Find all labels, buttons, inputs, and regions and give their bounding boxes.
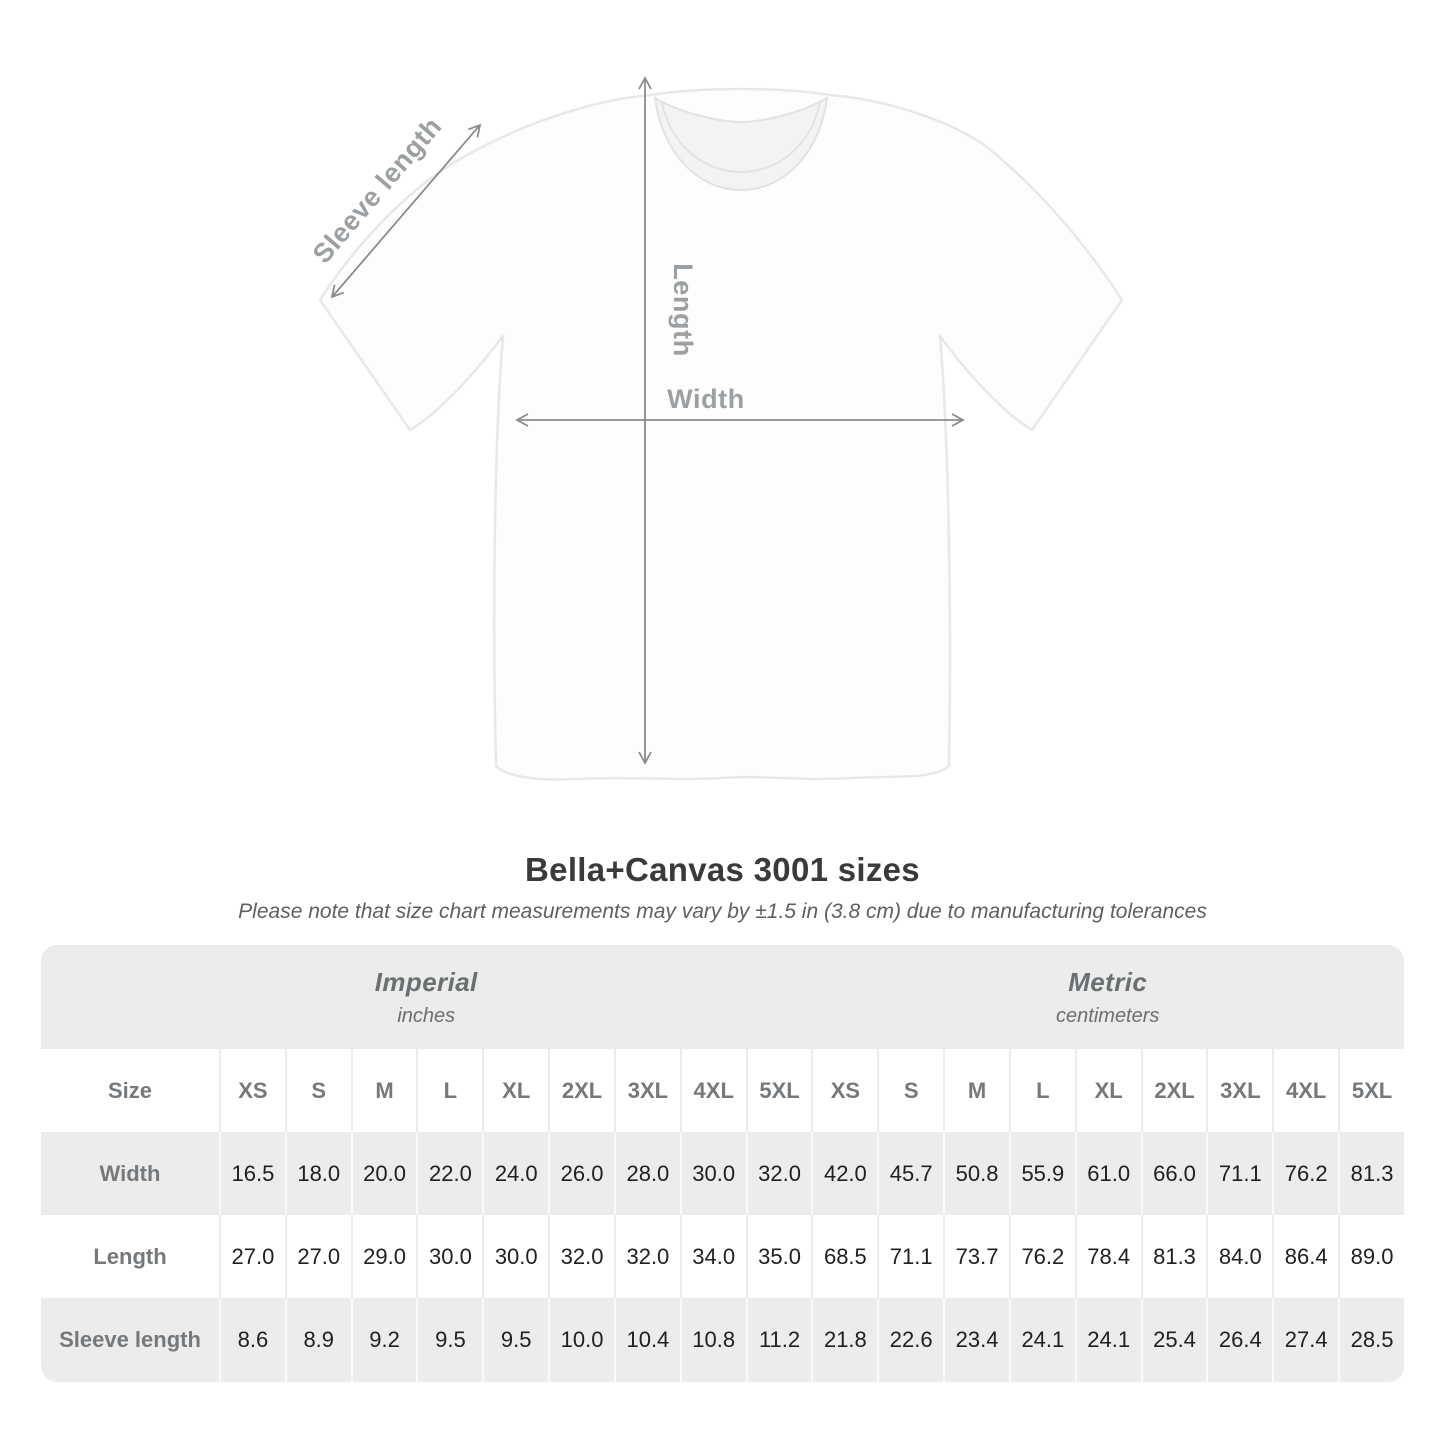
sleeve-length-imperial-m: 9.2 (350, 1298, 417, 1382)
length-metric-5xl: 89.0 (1338, 1215, 1404, 1298)
length-imperial-l: 30.0 (416, 1215, 482, 1298)
size-header-imperial-m: M (350, 1049, 417, 1132)
width-metric-3xl: 71.1 (1206, 1132, 1273, 1215)
sleeve-length-imperial-l: 9.5 (416, 1298, 483, 1382)
size-chart-table: Imperial inches Metric centimeters Size … (41, 945, 1404, 1382)
sleeve-length-imperial-xl: 9.5 (482, 1298, 549, 1382)
size-header-metric-2xl: 2XL (1140, 1049, 1207, 1132)
width-metric-m: 50.8 (943, 1132, 1009, 1215)
width-imperial-4xl: 30.0 (679, 1132, 746, 1215)
length-imperial-3xl: 32.0 (613, 1215, 680, 1298)
sleeve-length-metric-xl: 24.1 (1074, 1298, 1141, 1382)
imperial-group-label: Imperial (374, 966, 478, 997)
width-metric-xs: 42.0 (811, 1132, 878, 1215)
size-row-label: Size (41, 1049, 219, 1132)
tolerance-note: Please note that size chart measurements… (238, 900, 1207, 923)
size-header-metric-l: L (1008, 1049, 1075, 1132)
metric-group-label: Metric (1068, 966, 1148, 997)
size-header-imperial-l: L (416, 1049, 483, 1132)
sleeve-length-metric-5xl: 28.5 (1338, 1298, 1404, 1382)
size-header-imperial-3xl: 3XL (613, 1049, 680, 1132)
sleeve-length-imperial-s: 8.9 (284, 1298, 351, 1382)
page-title: Bella+Canvas 3001 sizes (525, 851, 920, 888)
imperial-group-unit: inches (397, 1004, 456, 1027)
width-label: Width (667, 384, 745, 414)
width-imperial-s: 18.0 (284, 1132, 351, 1215)
tshirt-collar (653, 96, 829, 192)
width-imperial-xl: 24.0 (482, 1132, 549, 1215)
size-header-imperial-xl: XL (482, 1049, 549, 1132)
table-row-sleeve-length: Sleeve length 8.6 8.9 9.2 9.5 9.5 10.0 10.4 10.8… (41, 1298, 1404, 1382)
tshirt-graphic (318, 87, 1124, 781)
table-row-width: Width 16.5 18.0 20.0 22.0 24.0 26.0 28.0 30.0 32.… (41, 1132, 1404, 1215)
width-metric-2xl: 66.0 (1140, 1132, 1207, 1215)
length-imperial-xl: 30.0 (482, 1215, 548, 1298)
sleeve-length-imperial-3xl: 10.4 (613, 1298, 680, 1382)
row-label-length: Length (93, 1243, 167, 1269)
size-header-imperial-4xl: 4XL (679, 1049, 746, 1132)
sleeve-length-metric-3xl: 26.4 (1206, 1298, 1273, 1382)
sleeve-length-imperial-xs: 8.6 (219, 1298, 285, 1382)
size-header-metric-4xl: 4XL (1272, 1049, 1339, 1132)
width-metric-xl: 61.0 (1074, 1132, 1141, 1215)
row-label-width: Width (41, 1132, 219, 1215)
length-label: Length (668, 263, 698, 357)
table-row-length: Length 27.0 27.0 29.0 30.0 30.0 32.0 32.0 34.0 35… (41, 1215, 1404, 1298)
sleeve-length-metric-s: 22.6 (877, 1298, 944, 1382)
size-header-metric-xs: XS (811, 1049, 878, 1132)
width-imperial-5xl: 32.0 (745, 1132, 812, 1215)
length-imperial-m: 29.0 (350, 1215, 417, 1298)
width-imperial-xs: 16.5 (219, 1132, 285, 1215)
sleeve-length-metric-xs: 21.8 (811, 1298, 878, 1382)
length-metric-m: 73.7 (943, 1215, 1009, 1298)
length-imperial-s: 27.0 (284, 1215, 351, 1298)
width-metric-5xl: 81.3 (1338, 1132, 1404, 1215)
length-metric-xs: 68.5 (811, 1215, 877, 1298)
row-label-sleeve-length: Sleeve length (41, 1298, 219, 1382)
imperial-group-header: Imperial inches (41, 945, 812, 1049)
sleeve-length-imperial-2xl: 10.0 (548, 1298, 614, 1382)
length-imperial-5xl: 35.0 (745, 1215, 812, 1298)
tshirt-measurement-diagram: Sleeve length Length Width (307, 76, 1124, 781)
size-header-imperial-5xl: 5XL (745, 1049, 812, 1132)
sleeve-length-imperial-4xl: 10.8 (679, 1298, 746, 1382)
length-metric-4xl: 86.4 (1272, 1215, 1338, 1298)
width-metric-l: 55.9 (1008, 1132, 1075, 1215)
tshirt-collar-band (661, 101, 821, 174)
length-imperial-4xl: 34.0 (679, 1215, 746, 1298)
sleeve-length-metric-2xl: 25.4 (1140, 1298, 1207, 1382)
sleeve-length-metric-l: 24.1 (1008, 1298, 1075, 1382)
measurement-arrows (330, 76, 965, 765)
size-header-imperial-2xl: 2XL (548, 1049, 614, 1132)
size-header-metric-m: M (943, 1049, 1009, 1132)
length-imperial-2xl: 32.0 (548, 1215, 614, 1298)
size-header-metric-s: S (877, 1049, 944, 1132)
width-imperial-2xl: 26.0 (548, 1132, 614, 1215)
length-metric-xl: 78.4 (1074, 1215, 1141, 1298)
length-metric-s: 71.1 (877, 1215, 943, 1298)
length-metric-l: 76.2 (1008, 1215, 1075, 1298)
size-header-imperial-xs: XS (219, 1049, 285, 1132)
sleeve-length-metric-4xl: 27.4 (1272, 1298, 1339, 1382)
metric-group-unit: centimeters (1056, 1004, 1160, 1027)
size-header-metric-xl: XL (1074, 1049, 1141, 1132)
unit-group-header-row: Imperial inches Metric centimeters (41, 945, 1404, 1049)
width-metric-s: 45.7 (877, 1132, 944, 1215)
length-imperial-xs: 27.0 (219, 1215, 285, 1298)
width-imperial-3xl: 28.0 (613, 1132, 680, 1215)
sleeve-length-arrow (330, 123, 482, 299)
length-metric-3xl: 84.0 (1206, 1215, 1272, 1298)
sleeve-length-imperial-5xl: 11.2 (745, 1298, 812, 1382)
length-metric-2xl: 81.3 (1140, 1215, 1207, 1298)
width-metric-4xl: 76.2 (1272, 1132, 1339, 1215)
metric-group-header: Metric centimeters (811, 945, 1404, 1049)
width-imperial-l: 22.0 (416, 1132, 483, 1215)
width-imperial-m: 20.0 (350, 1132, 417, 1215)
size-header-metric-5xl: 5XL (1338, 1049, 1404, 1132)
size-header-imperial-s: S (284, 1049, 351, 1132)
size-header-row: Size XS S M L XL 2XL 3XL 4XL 5XL XS S M L XL 2XL 3XL 4XL… (41, 1049, 1404, 1132)
sleeve-length-metric-m: 23.4 (943, 1298, 1009, 1382)
tshirt-body (318, 87, 1124, 781)
size-header-metric-3xl: 3XL (1206, 1049, 1273, 1132)
